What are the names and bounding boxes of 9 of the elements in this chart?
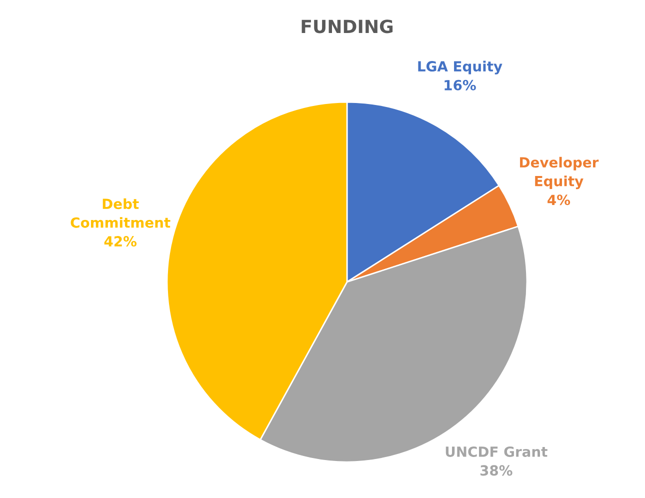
slice-label: Debt Commitment (70, 198, 170, 228)
data-label: 42% (104, 236, 137, 247)
chart-title: FUNDING (302, 20, 393, 34)
data-label: 16% (444, 80, 476, 90)
slice-label: UNCDF Grant (446, 446, 548, 457)
slice-label: Developer Equity (520, 156, 599, 190)
data-label: 38% (480, 465, 512, 476)
data-label: 4% (548, 194, 570, 206)
slice-label: LGA Equity (418, 60, 502, 74)
